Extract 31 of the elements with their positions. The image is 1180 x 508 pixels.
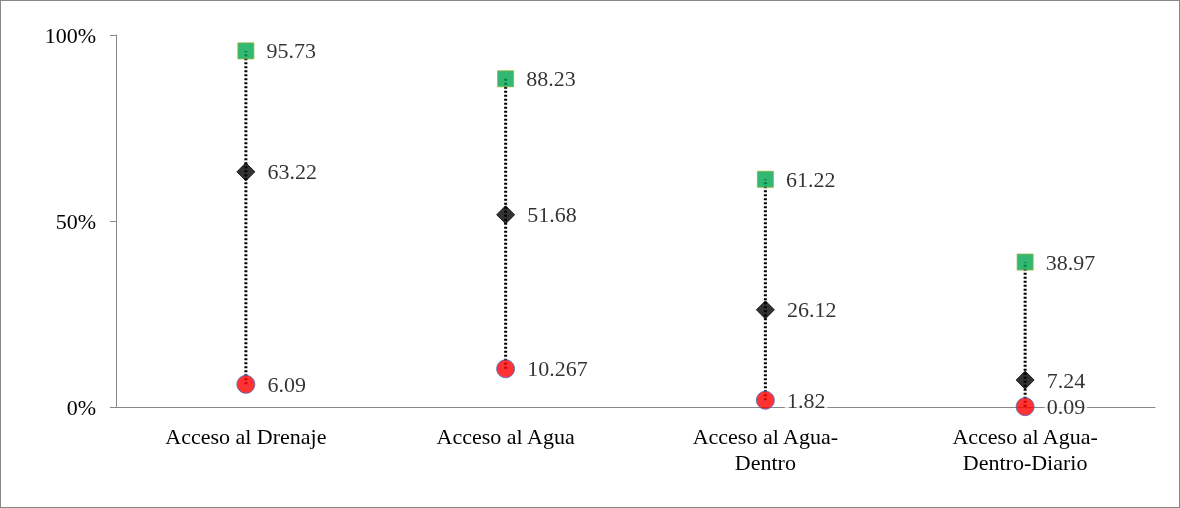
point (237, 42, 255, 60)
data-label: 10.267 (527, 356, 588, 382)
x-tick-label: Acceso al Agua (436, 423, 575, 449)
point (1016, 253, 1034, 271)
data-label: 0.09 (1046, 394, 1086, 420)
point (496, 205, 516, 225)
point (756, 170, 774, 188)
x-tick-label: Acceso al Agua-Dentro (692, 423, 839, 475)
y-tick-label: 50% (55, 208, 96, 234)
point (497, 70, 515, 88)
point (755, 300, 775, 320)
data-label: 51.68 (527, 202, 577, 228)
data-label: 7.24 (1046, 367, 1086, 393)
data-label: 26.12 (786, 297, 837, 323)
point (236, 374, 256, 394)
data-label: 88.23 (526, 66, 576, 92)
data-label: 1.82 (786, 387, 826, 413)
y-tick-label: 100% (44, 22, 96, 48)
data-label: 63.22 (267, 159, 317, 185)
point (755, 390, 775, 410)
x-tick-label: Acceso al Drenaje (165, 423, 327, 449)
point (1015, 397, 1035, 417)
data-label: 6.09 (267, 371, 306, 397)
point (236, 162, 256, 182)
point (1015, 370, 1035, 390)
data-label: 95.73 (266, 38, 316, 64)
data-label: 38.97 (1045, 249, 1096, 275)
point (496, 359, 516, 379)
data-label: 61.22 (785, 166, 836, 192)
x-tick-label: Acceso al Agua-Dentro-Diario (952, 423, 1098, 475)
y-tick-label: 0% (66, 394, 96, 420)
